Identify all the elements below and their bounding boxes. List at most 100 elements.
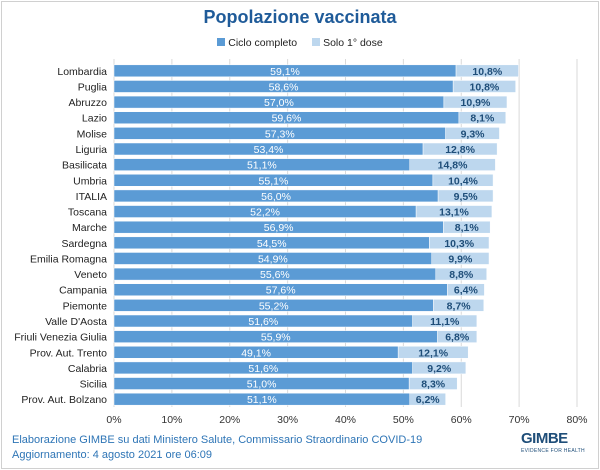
data-label: 54,9% [258, 253, 288, 265]
data-label: 55,1% [259, 175, 289, 187]
data-label: 6,4% [454, 285, 479, 297]
data-label: 11,1% [430, 316, 460, 328]
x-tick-label: 20% [219, 414, 240, 426]
data-label: 56,0% [261, 191, 291, 203]
bar-solo-prima-dose [443, 220, 491, 234]
legend-item-solo-prima-dose: Solo 1° dose [312, 37, 383, 49]
x-tick-label: 80% [566, 414, 587, 426]
data-label: 10,8% [470, 81, 500, 93]
category-label: Umbria [73, 175, 107, 187]
data-label: 14,8% [438, 160, 468, 172]
bar-solo-prima-dose [431, 252, 490, 265]
data-label: 52,2% [250, 207, 280, 219]
x-tick-label: 30% [277, 414, 298, 426]
legend-swatch [217, 38, 226, 46]
data-label: 9,9% [448, 253, 473, 265]
data-label: 51,1% [247, 394, 277, 406]
data-label: 57,3% [265, 128, 295, 140]
bar-solo-prima-dose [429, 236, 490, 250]
data-label: 53,4% [254, 144, 284, 156]
bar-solo-prima-dose [422, 142, 498, 156]
data-label: 51,1% [247, 160, 277, 172]
x-tick-label: 70% [509, 414, 530, 426]
category-label: Puglia [78, 81, 107, 93]
data-label: 9,3% [461, 128, 486, 140]
logo-name: GIMBE [521, 430, 568, 447]
bar-solo-prima-dose [443, 95, 508, 109]
data-label: 51,6% [248, 363, 278, 375]
data-label: 59,6% [272, 113, 302, 125]
data-label: 10,3% [444, 238, 474, 250]
category-label: Sardegna [61, 238, 107, 250]
bar-solo-prima-dose [437, 189, 494, 203]
data-label: 6,8% [445, 332, 470, 344]
data-label: 54,5% [257, 238, 287, 250]
logo-tagline: EVIDENCE FOR HEALTH [521, 448, 585, 454]
bar-solo-prima-dose [447, 283, 485, 296]
category-label: Valle D'Aosta [45, 316, 107, 328]
data-label: 12,1% [418, 347, 448, 359]
data-label: 56,9% [264, 222, 294, 234]
category-label: Lazio [82, 113, 107, 125]
bar-solo-prima-dose [408, 377, 458, 390]
category-label: ITALIA [76, 191, 107, 203]
category-label: Calabria [68, 363, 107, 375]
bar-solo-prima-dose [397, 346, 469, 359]
data-label: 8,8% [449, 269, 474, 281]
data-label: 51,6% [248, 316, 278, 328]
category-label: Friuli Venezia Giulia [14, 332, 107, 344]
data-label: 10,8% [472, 66, 502, 78]
data-label: 10,9% [461, 97, 491, 109]
data-label: 10,4% [448, 175, 478, 187]
x-tick-label: 60% [451, 414, 472, 426]
x-tick-label: 10% [161, 414, 182, 426]
category-label: Liguria [75, 144, 107, 156]
data-label: 6,2% [416, 394, 441, 406]
category-label: Marche [72, 222, 107, 234]
legend-label: Solo 1° dose [323, 37, 383, 49]
data-label: 8,3% [421, 379, 446, 391]
gimbe-logo: GIMBE EVIDENCE FOR HEALTH [521, 430, 585, 455]
data-label: 9,2% [427, 363, 452, 375]
chart-title: Popolazione vaccinata [203, 7, 397, 27]
bar-solo-prima-dose [455, 64, 519, 78]
bar-solo-prima-dose [452, 80, 516, 93]
data-label: 55,2% [259, 300, 289, 312]
legend: Ciclo completo Solo 1° dose [0, 37, 600, 50]
x-tick-label: 50% [393, 414, 414, 426]
category-label: Prov. Aut. Trento [30, 347, 108, 359]
bar-solo-prima-dose [412, 361, 467, 375]
legend-label: Ciclo completo [228, 37, 298, 49]
data-label: 57,6% [266, 285, 296, 297]
bar-solo-prima-dose [409, 158, 496, 171]
category-label: Sicilia [80, 379, 108, 391]
data-label: 58,6% [269, 81, 299, 93]
x-tick-label: 40% [335, 414, 356, 426]
category-label: Toscana [68, 207, 107, 219]
data-label: 9,5% [454, 191, 479, 203]
bar-solo-prima-dose [412, 314, 478, 328]
category-label: Basilicata [62, 160, 107, 172]
category-label: Abruzzo [68, 97, 107, 109]
bar-solo-prima-dose [458, 111, 507, 124]
category-label: Campania [59, 285, 107, 297]
data-label: 8,1% [455, 222, 480, 234]
update-note: Aggiornamento: 4 agosto 2021 ore 06:09 [12, 449, 212, 461]
bar-solo-prima-dose [437, 330, 478, 343]
category-label: Emilia Romagna [30, 253, 107, 265]
data-label: 49,1% [241, 347, 271, 359]
bar-solo-prima-dose [415, 205, 493, 218]
category-label: Piemonte [63, 300, 108, 312]
bar-solo-prima-dose [435, 267, 487, 281]
data-label: 55,6% [260, 269, 290, 281]
bar-solo-prima-dose [432, 174, 494, 187]
category-label: Veneto [74, 269, 107, 281]
data-label: 59,1% [270, 66, 300, 78]
bar-solo-prima-dose [445, 127, 500, 140]
data-label: 55,9% [261, 332, 291, 344]
legend-item-ciclo-completo: Ciclo completo [217, 37, 297, 49]
data-label: 51,0% [247, 379, 277, 391]
data-label: 8,1% [470, 113, 495, 125]
